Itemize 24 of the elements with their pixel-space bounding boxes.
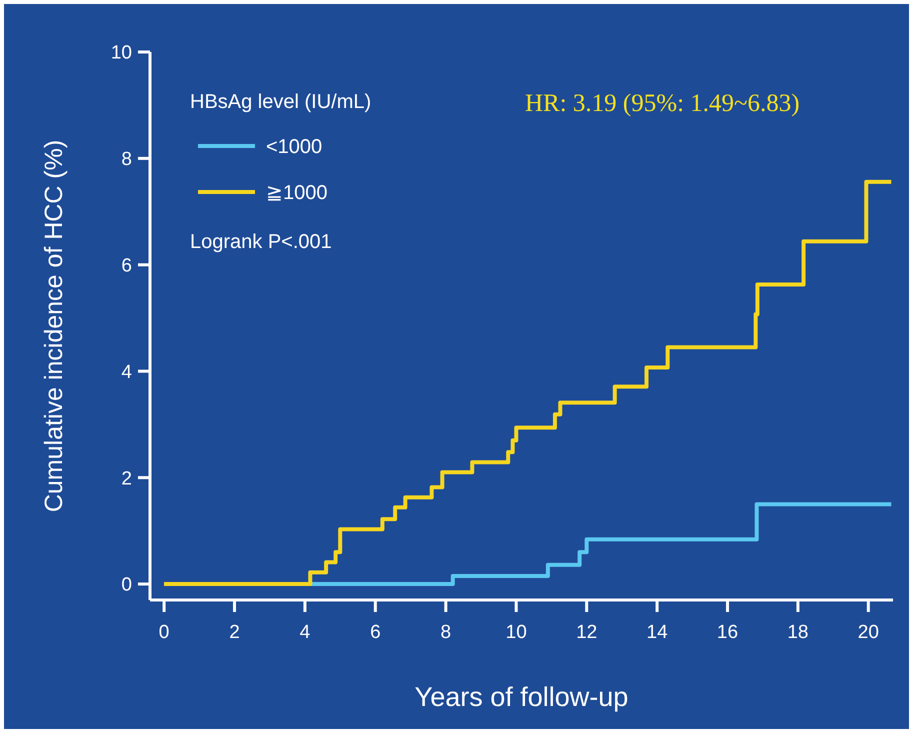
legend-label: ≧1000 — [266, 182, 328, 204]
y-tick-label: 8 — [121, 149, 132, 170]
y-axis-title: Cumulative incidence of HCC (%) — [40, 140, 68, 512]
x-tick-label: 16 — [716, 622, 738, 643]
x-tick-label: 14 — [646, 622, 668, 643]
annotation: HR: 3.19 (95%: 1.49~6.83) — [525, 90, 800, 117]
y-tick-label: 10 — [110, 42, 132, 64]
x-tick-label: 2 — [229, 622, 240, 643]
annotation: Logrank P<.001 — [190, 231, 332, 253]
y-tick-label: 0 — [121, 574, 132, 596]
y-tick-label: 6 — [121, 255, 132, 276]
y-tick-label: 4 — [121, 362, 132, 383]
x-tick-label: 0 — [158, 622, 170, 643]
x-axis-title: Years of follow-up — [414, 682, 628, 712]
x-tick-label: 10 — [506, 622, 527, 643]
legend-label: <1000 — [266, 136, 322, 158]
x-tick-label: 4 — [300, 622, 311, 643]
x-tick-label: 18 — [787, 622, 808, 643]
y-tick-label: 2 — [121, 468, 132, 490]
x-tick-label: 20 — [858, 622, 879, 643]
x-tick-label: 6 — [370, 622, 381, 643]
x-tick-label: 8 — [440, 622, 452, 643]
legend-title: HBsAg level (IU/mL) — [190, 91, 372, 113]
x-tick-label: 12 — [576, 622, 598, 643]
